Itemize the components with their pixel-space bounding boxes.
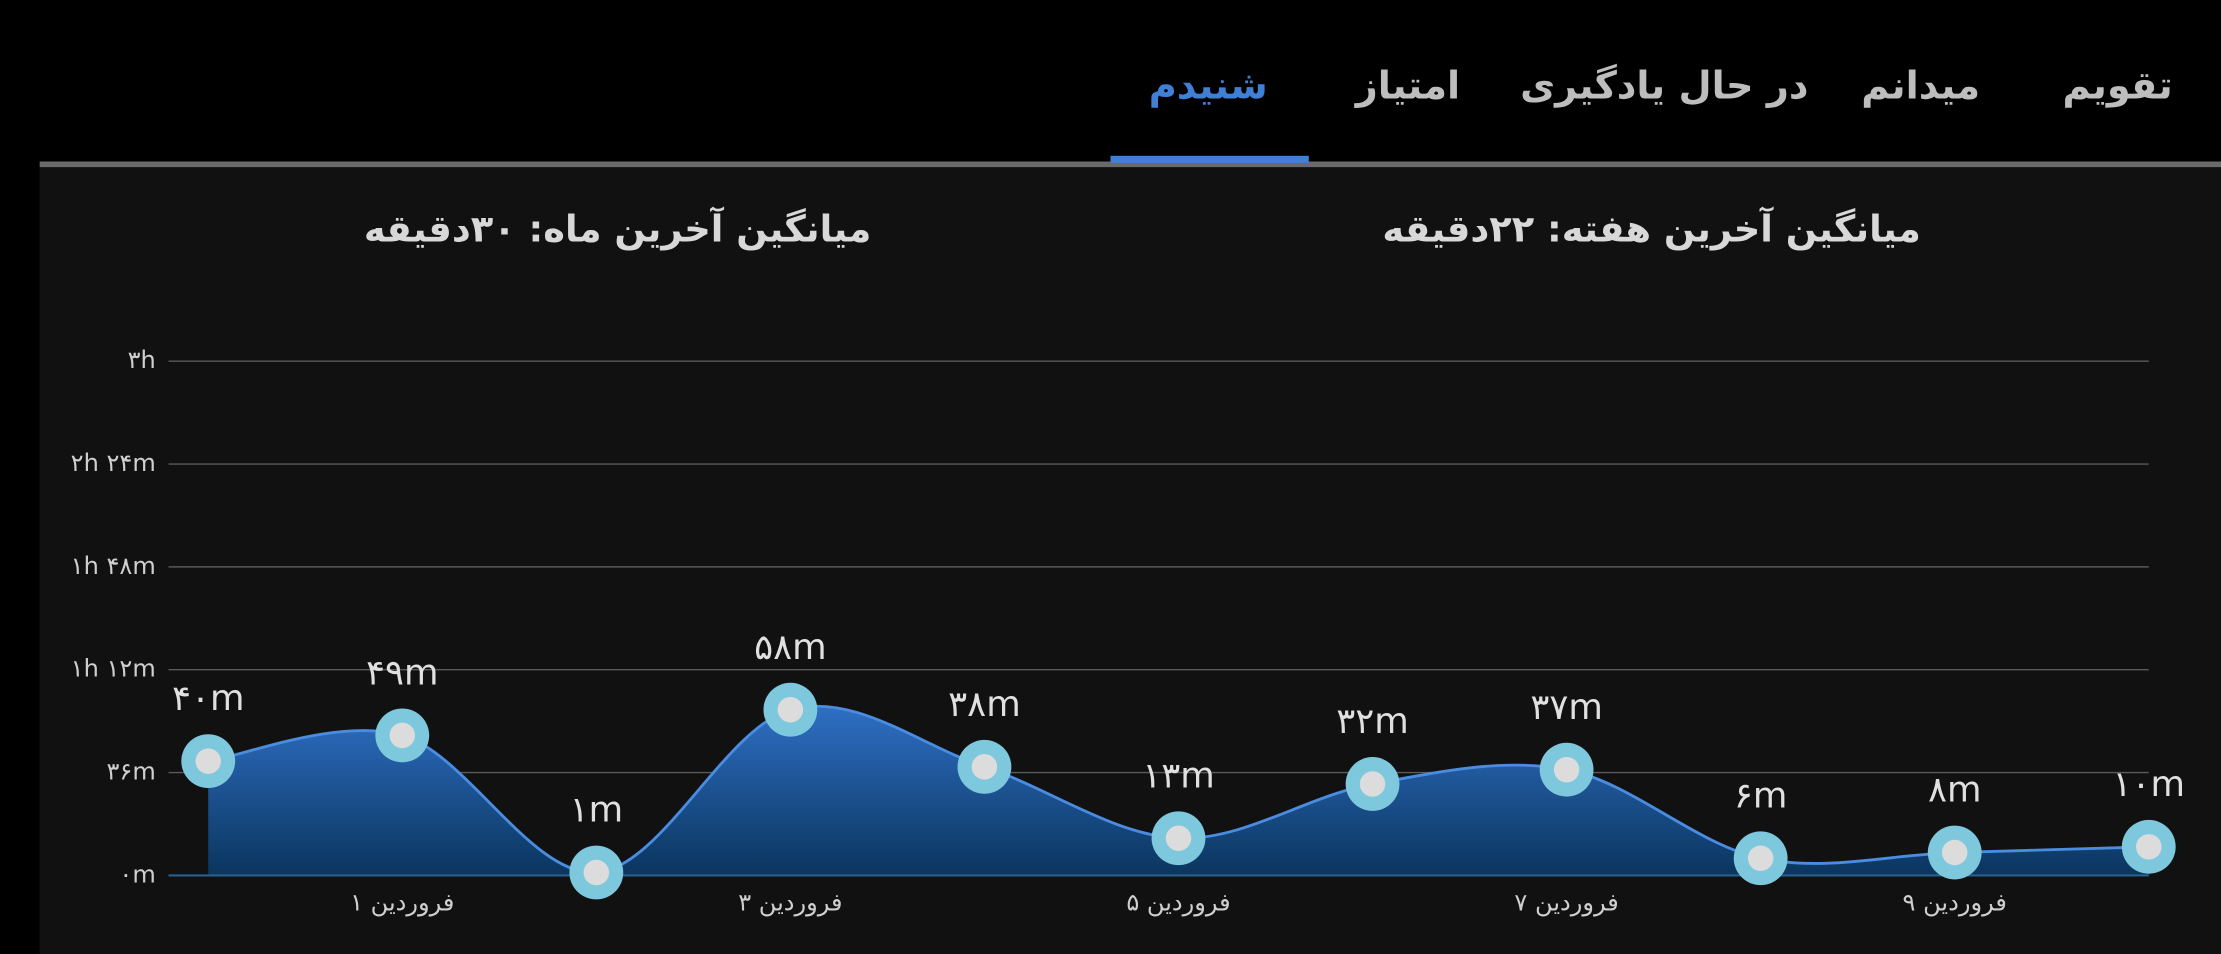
y-tick-label: ۳۶m (107, 758, 156, 786)
value-label: ۱m (570, 790, 624, 831)
x-tick-label: ۳ فروردین (738, 889, 842, 917)
value-label: ۳۲m (1336, 701, 1409, 742)
x-tick-label: ۷ فروردین (1514, 889, 1618, 917)
y-tick-label: ۱h ۱۲m (71, 655, 156, 683)
value-label: ۴۰m (172, 678, 245, 719)
tab[interactable]: امتیاز (1354, 64, 1460, 108)
tab[interactable]: تقویم (2063, 64, 2173, 108)
point-center (2136, 834, 2162, 860)
x-tick-label: ۱ فروردین (350, 889, 454, 917)
tab[interactable]: میدانم (1861, 64, 1980, 108)
tab-active[interactable]: شنیدم (1149, 64, 1268, 108)
x-tick-label: ۹ فروردین (1903, 889, 2007, 917)
y-tick-label: ۳h (128, 346, 156, 374)
value-label: ۳۸m (948, 684, 1021, 725)
value-label: ۱۳m (1142, 755, 1215, 796)
month-average: میانگین آخرین ماه: ۳۰دقیقه (364, 205, 871, 250)
point-center (1359, 771, 1386, 797)
value-label: ۳۷m (1530, 687, 1603, 728)
point-center (1941, 839, 1968, 866)
chart: ۰m ۳۶m ۱h ۱۲m ۱h ۴۸m ۲h ۲۴m ۳h ۴۰m ۴۹m ۱ فروردین… (71, 346, 2185, 917)
point-center (389, 722, 416, 749)
point-center (1553, 756, 1580, 783)
tab-divider (39, 161, 2221, 168)
point-center (583, 859, 610, 886)
point-center (1747, 845, 1774, 871)
tab-indicator (1110, 155, 1309, 163)
point-center (971, 754, 998, 780)
y-tick-label: ۰m (119, 860, 155, 888)
value-label: ۱۰m (2112, 764, 2185, 805)
week-average: میانگین آخرین هفته: ۲۲دقیقه (1382, 205, 1920, 250)
value-label: ۶m (1734, 775, 1788, 816)
value-label: ۵۸m (754, 627, 827, 668)
x-tick-label: ۵ فروردین (1126, 889, 1230, 917)
tab[interactable]: در حال یادگیری (1520, 63, 1808, 108)
y-tick-label: ۲h ۲۴m (71, 449, 156, 477)
point-center (777, 696, 804, 723)
point-center (195, 748, 221, 774)
point-center (1165, 825, 1192, 851)
value-label: ۸m (1928, 770, 1982, 811)
y-tick-label: ۱h ۴۸m (71, 552, 156, 580)
value-label: ۴۹m (366, 653, 439, 694)
area (208, 706, 2149, 876)
